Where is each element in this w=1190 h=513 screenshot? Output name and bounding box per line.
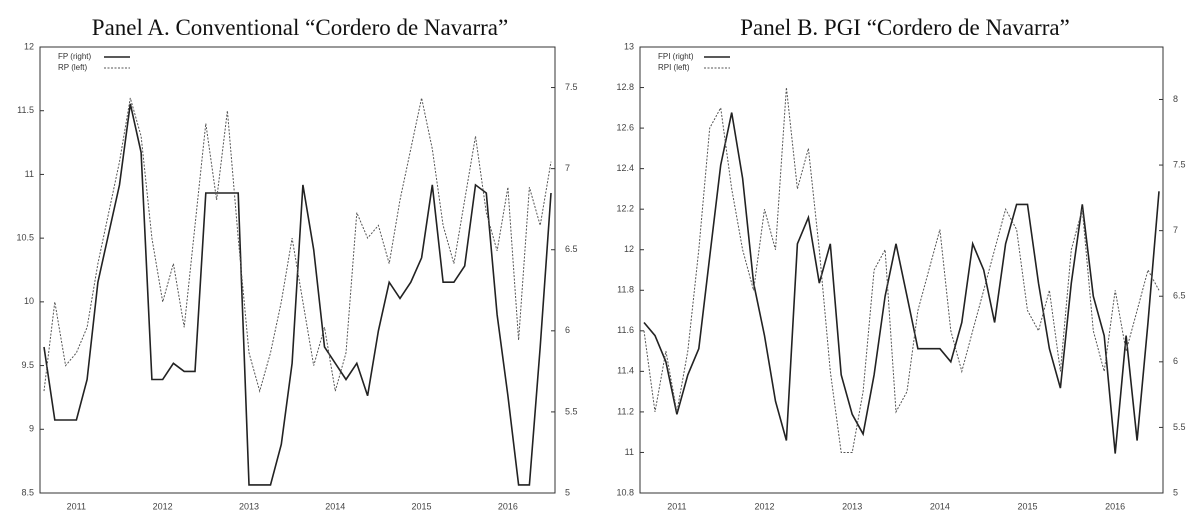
series-line bbox=[643, 87, 1160, 453]
y-tick-label: 8.5 bbox=[21, 487, 34, 497]
y2-tick-label: 5 bbox=[1173, 487, 1178, 497]
y-tick-label: 11.6 bbox=[617, 325, 634, 335]
y2-tick-label: 6.5 bbox=[1173, 291, 1186, 301]
plot-frame bbox=[639, 46, 1164, 494]
legend-label: FP (right) bbox=[58, 52, 92, 61]
plot-frame bbox=[39, 46, 556, 494]
y-tick-label: 11 bbox=[25, 169, 34, 179]
y2-tick-label: 6.5 bbox=[565, 244, 578, 254]
y2-tick-label: 5.5 bbox=[1173, 422, 1186, 432]
y-tick-label: 10.8 bbox=[616, 487, 634, 497]
x-tick-label: 2011 bbox=[667, 501, 686, 511]
x-tick-label: 2013 bbox=[239, 501, 259, 511]
x-tick-label: 2012 bbox=[755, 501, 775, 511]
y-tick-label: 12 bbox=[624, 244, 634, 254]
panel-title: Panel A. Conventional “Cordero de Navarr… bbox=[92, 15, 508, 40]
y-tick-label: 9.5 bbox=[21, 360, 34, 370]
x-tick-label: 2014 bbox=[325, 501, 345, 511]
y-tick-label: 12.4 bbox=[616, 163, 634, 173]
x-tick-label: 2016 bbox=[1105, 501, 1125, 511]
x-tick-label: 2012 bbox=[153, 501, 173, 511]
x-tick-label: 2013 bbox=[842, 501, 862, 511]
x-tick-label: 2014 bbox=[930, 501, 950, 511]
y-tick-label: 10 bbox=[24, 296, 34, 306]
series-line bbox=[43, 97, 552, 393]
x-tick-label: 2016 bbox=[498, 501, 518, 511]
y2-tick-label: 7.5 bbox=[1173, 159, 1186, 169]
y-tick-label: 12.6 bbox=[616, 122, 634, 132]
y2-tick-label: 6 bbox=[565, 325, 570, 335]
y-tick-label: 13 bbox=[624, 41, 634, 51]
series-line bbox=[43, 103, 552, 486]
y-tick-label: 12.8 bbox=[616, 82, 634, 92]
x-tick-label: 2015 bbox=[1017, 501, 1037, 511]
y-tick-label: 12 bbox=[24, 41, 34, 51]
y2-tick-label: 8 bbox=[1173, 94, 1178, 104]
series-line bbox=[643, 112, 1160, 454]
y-tick-label: 10.5 bbox=[16, 233, 34, 243]
y-tick-label: 11 bbox=[625, 447, 634, 457]
y2-tick-label: 5 bbox=[565, 487, 570, 497]
y-tick-label: 9 bbox=[29, 424, 34, 434]
legend-label: RP (left) bbox=[58, 63, 88, 72]
y-tick-label: 11.4 bbox=[617, 366, 634, 376]
y-tick-label: 11.2 bbox=[617, 406, 634, 416]
x-tick-label: 2011 bbox=[67, 501, 86, 511]
panel-title: Panel B. PGI “Cordero de Navarra” bbox=[740, 15, 1070, 40]
y2-tick-label: 7.5 bbox=[565, 82, 578, 92]
y2-tick-label: 5.5 bbox=[565, 406, 578, 416]
legend-label: FPI (right) bbox=[658, 52, 694, 61]
x-tick-label: 2015 bbox=[412, 501, 432, 511]
y-tick-label: 11.8 bbox=[617, 285, 634, 295]
y2-tick-label: 6 bbox=[1173, 356, 1178, 366]
y-tick-label: 11.5 bbox=[17, 105, 34, 115]
y2-tick-label: 7 bbox=[565, 163, 570, 173]
y2-tick-label: 7 bbox=[1173, 225, 1178, 235]
legend-label: RPI (left) bbox=[658, 63, 690, 72]
y-tick-label: 12.2 bbox=[616, 204, 634, 214]
